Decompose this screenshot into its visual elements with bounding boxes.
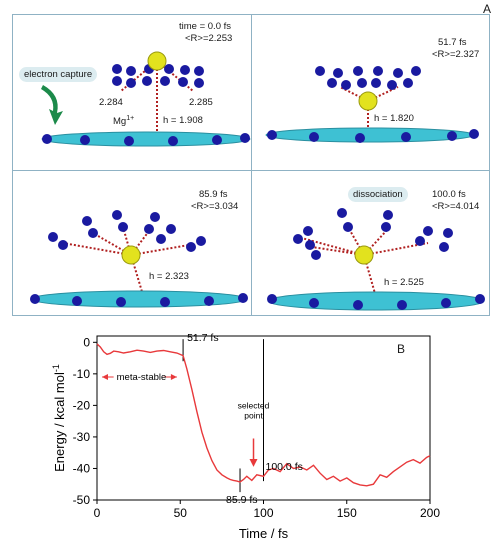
y-tick-label: -50	[73, 493, 91, 507]
snapshot-51-7fs: 51.7 fs <R>=2.327 h = 1.820	[252, 15, 490, 169]
time-85-9fs: 85.9 fs	[199, 189, 228, 200]
r-0fs: <R>=2.253	[185, 33, 233, 44]
selected-point-arrow-icon	[249, 459, 258, 467]
h-85-9fs: h = 2.323	[149, 271, 189, 282]
mg-ion	[354, 245, 374, 265]
y-tick-label: -20	[73, 398, 91, 412]
n2-ligands	[315, 66, 421, 90]
metastable-arrow-right-icon	[170, 374, 177, 380]
metastable-label: meta-stable	[117, 372, 167, 383]
n2-ligands	[112, 64, 204, 88]
x-tick-label: 100	[253, 506, 273, 520]
capture-arrow-icon	[41, 85, 63, 125]
r-51-7fs: <R>=2.327	[432, 49, 480, 60]
annotation-85-9fs: 85.9 fs	[226, 494, 258, 506]
carbon-surface	[265, 127, 479, 143]
x-tick-label: 50	[174, 506, 188, 520]
bond-right-0fs: 2.285	[189, 97, 213, 108]
h-100fs: h = 2.525	[384, 277, 424, 288]
y-axis-label: Energy / kcal mol-1	[51, 364, 67, 472]
dissociation-tag: dissociation	[348, 187, 408, 202]
mg-ion	[358, 91, 378, 111]
mg-charge: 1+	[126, 115, 135, 122]
selected-point-label-line2: point	[244, 411, 263, 421]
metastable-label-bg	[113, 370, 164, 383]
mg-ion	[121, 245, 141, 265]
y-tick-label: -30	[73, 430, 91, 444]
snapshot-0fs: electron capture time = 0.0 fs <R>=2.253…	[13, 15, 251, 169]
panel-b-label: B	[397, 342, 406, 356]
selected-point-label-line1: selected	[238, 401, 270, 411]
carbon-surface	[267, 291, 485, 311]
molecule-drawing-85-9fs	[30, 210, 248, 308]
r-85-9fs: <R>=3.034	[191, 201, 239, 212]
r-100fs: <R>=4.014	[432, 201, 480, 212]
carbon-surface	[30, 290, 248, 308]
metastable-arrow-left-icon	[101, 374, 108, 380]
y-tick-label: -40	[73, 461, 91, 475]
time-51-7fs: 51.7 fs	[438, 37, 467, 48]
panel-a-divider-vertical	[251, 15, 252, 315]
annotation-51-7fs: 51.7 fs	[187, 332, 219, 344]
mg-symbol: Mg	[113, 116, 127, 128]
mg-ion	[147, 51, 167, 71]
carbon-surface	[41, 131, 251, 147]
panel-a-frame: electron capture time = 0.0 fs <R>=2.253…	[12, 14, 490, 316]
energy-curve	[96, 343, 431, 487]
y-tick-label: -10	[73, 367, 91, 381]
snapshot-100fs: dissociation 100.0 fs <R>=4.014 h = 2.52…	[252, 171, 490, 325]
x-axis-label: Time / fs	[239, 526, 289, 541]
time-0fs: time = 0.0 fs	[179, 21, 232, 32]
n2-ligands	[48, 210, 206, 252]
annotation-100fs: 100.0 fs	[266, 461, 303, 473]
energy-chart: 0 50 100 150 200 0 -10 -20 -30 -40 -50 Time / fs Ene…	[51, 332, 440, 541]
molecule-drawing-100fs	[267, 208, 485, 311]
h-51-7fs: h = 1.820	[374, 113, 414, 124]
molecule-drawing-0fs	[41, 51, 251, 147]
panel-a-label: A	[483, 2, 492, 16]
bond-left-0fs: 2.284	[99, 97, 123, 108]
h-0fs: h = 1.908	[163, 115, 203, 126]
x-tick-label: 200	[420, 506, 440, 520]
mg-label: Mg1+	[113, 113, 134, 127]
n2-ligands	[293, 208, 453, 260]
x-tick-label: 150	[337, 506, 357, 520]
molecule-drawing-51-7fs	[265, 66, 479, 143]
x-tick-label: 0	[94, 506, 101, 520]
snapshot-85-9fs: 85.9 fs <R>=3.034 h = 2.323	[13, 171, 251, 325]
y-tick-label: 0	[83, 335, 90, 349]
panel-a-divider-horizontal	[13, 170, 489, 171]
electron-capture-tag: electron capture	[19, 67, 98, 82]
time-100fs: 100.0 fs	[432, 189, 466, 200]
